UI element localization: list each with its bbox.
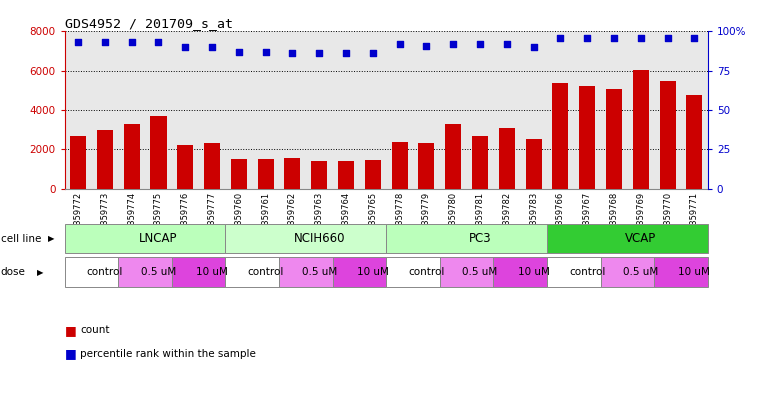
Point bbox=[688, 35, 700, 41]
Point bbox=[447, 41, 460, 47]
Point bbox=[313, 50, 325, 57]
Bar bbox=[123, 124, 140, 189]
Bar bbox=[445, 124, 461, 189]
Text: VCAP: VCAP bbox=[625, 232, 657, 245]
Point bbox=[635, 35, 647, 41]
Bar bbox=[472, 136, 488, 189]
Point bbox=[179, 44, 191, 50]
Bar bbox=[204, 143, 220, 189]
Bar bbox=[285, 158, 301, 189]
Text: 0.5 uM: 0.5 uM bbox=[463, 267, 498, 277]
Text: 10 uM: 10 uM bbox=[678, 267, 710, 277]
Bar bbox=[118, 257, 172, 287]
Bar bbox=[151, 116, 167, 189]
Text: control: control bbox=[87, 267, 123, 277]
Bar bbox=[365, 160, 380, 189]
Bar bbox=[279, 257, 333, 287]
Point bbox=[661, 35, 673, 41]
Bar bbox=[547, 257, 600, 287]
Bar bbox=[419, 143, 435, 189]
Point bbox=[527, 44, 540, 50]
Bar bbox=[440, 257, 493, 287]
Bar bbox=[386, 257, 440, 287]
Text: percentile rank within the sample: percentile rank within the sample bbox=[80, 349, 256, 359]
Point bbox=[286, 50, 298, 57]
Point bbox=[340, 50, 352, 57]
Bar bbox=[493, 257, 547, 287]
Point bbox=[260, 49, 272, 55]
Text: control: control bbox=[247, 267, 284, 277]
Bar bbox=[686, 95, 702, 189]
Text: control: control bbox=[569, 267, 605, 277]
Text: dose: dose bbox=[1, 267, 26, 277]
Text: control: control bbox=[408, 267, 444, 277]
Point bbox=[581, 35, 594, 41]
Point bbox=[393, 41, 406, 47]
Bar bbox=[177, 145, 193, 189]
Text: LNCAP: LNCAP bbox=[139, 232, 178, 245]
Bar bbox=[579, 86, 595, 189]
Text: 0.5 uM: 0.5 uM bbox=[623, 267, 658, 277]
Bar bbox=[654, 257, 708, 287]
Bar bbox=[632, 70, 649, 189]
Text: 10 uM: 10 uM bbox=[196, 267, 228, 277]
Text: 10 uM: 10 uM bbox=[357, 267, 389, 277]
Text: cell line: cell line bbox=[1, 234, 41, 244]
Bar bbox=[172, 257, 225, 287]
Point bbox=[367, 50, 379, 57]
Point bbox=[206, 44, 218, 50]
Text: ▶: ▶ bbox=[37, 268, 43, 277]
Bar bbox=[600, 257, 654, 287]
Bar bbox=[225, 224, 386, 253]
Text: 10 uM: 10 uM bbox=[517, 267, 549, 277]
Bar bbox=[97, 130, 113, 189]
Bar bbox=[231, 159, 247, 189]
Bar bbox=[498, 128, 514, 189]
Bar bbox=[225, 257, 279, 287]
Text: ■: ■ bbox=[65, 347, 76, 360]
Bar bbox=[552, 83, 568, 189]
Text: 0.5 uM: 0.5 uM bbox=[141, 267, 176, 277]
Bar bbox=[333, 257, 386, 287]
Text: PC3: PC3 bbox=[469, 232, 492, 245]
Bar bbox=[547, 224, 708, 253]
Text: NCIH660: NCIH660 bbox=[294, 232, 345, 245]
Point bbox=[233, 49, 245, 55]
Bar bbox=[386, 224, 547, 253]
Text: GDS4952 / 201709_s_at: GDS4952 / 201709_s_at bbox=[65, 17, 233, 30]
Bar bbox=[526, 138, 542, 189]
Point bbox=[608, 35, 620, 41]
Bar bbox=[65, 224, 225, 253]
Point bbox=[126, 39, 138, 46]
Bar bbox=[606, 89, 622, 189]
Bar bbox=[338, 161, 354, 189]
Point bbox=[501, 41, 513, 47]
Text: ▶: ▶ bbox=[48, 234, 55, 243]
Point bbox=[420, 42, 432, 49]
Text: 0.5 uM: 0.5 uM bbox=[301, 267, 337, 277]
Bar bbox=[660, 81, 676, 189]
Point bbox=[474, 41, 486, 47]
Point bbox=[72, 39, 84, 46]
Bar bbox=[311, 161, 327, 189]
Point bbox=[99, 39, 111, 46]
Text: count: count bbox=[80, 325, 110, 335]
Point bbox=[554, 35, 566, 41]
Text: ■: ■ bbox=[65, 323, 76, 337]
Bar bbox=[257, 159, 274, 189]
Point bbox=[152, 39, 164, 46]
Bar bbox=[65, 257, 118, 287]
Bar bbox=[392, 142, 408, 189]
Bar bbox=[70, 136, 86, 189]
